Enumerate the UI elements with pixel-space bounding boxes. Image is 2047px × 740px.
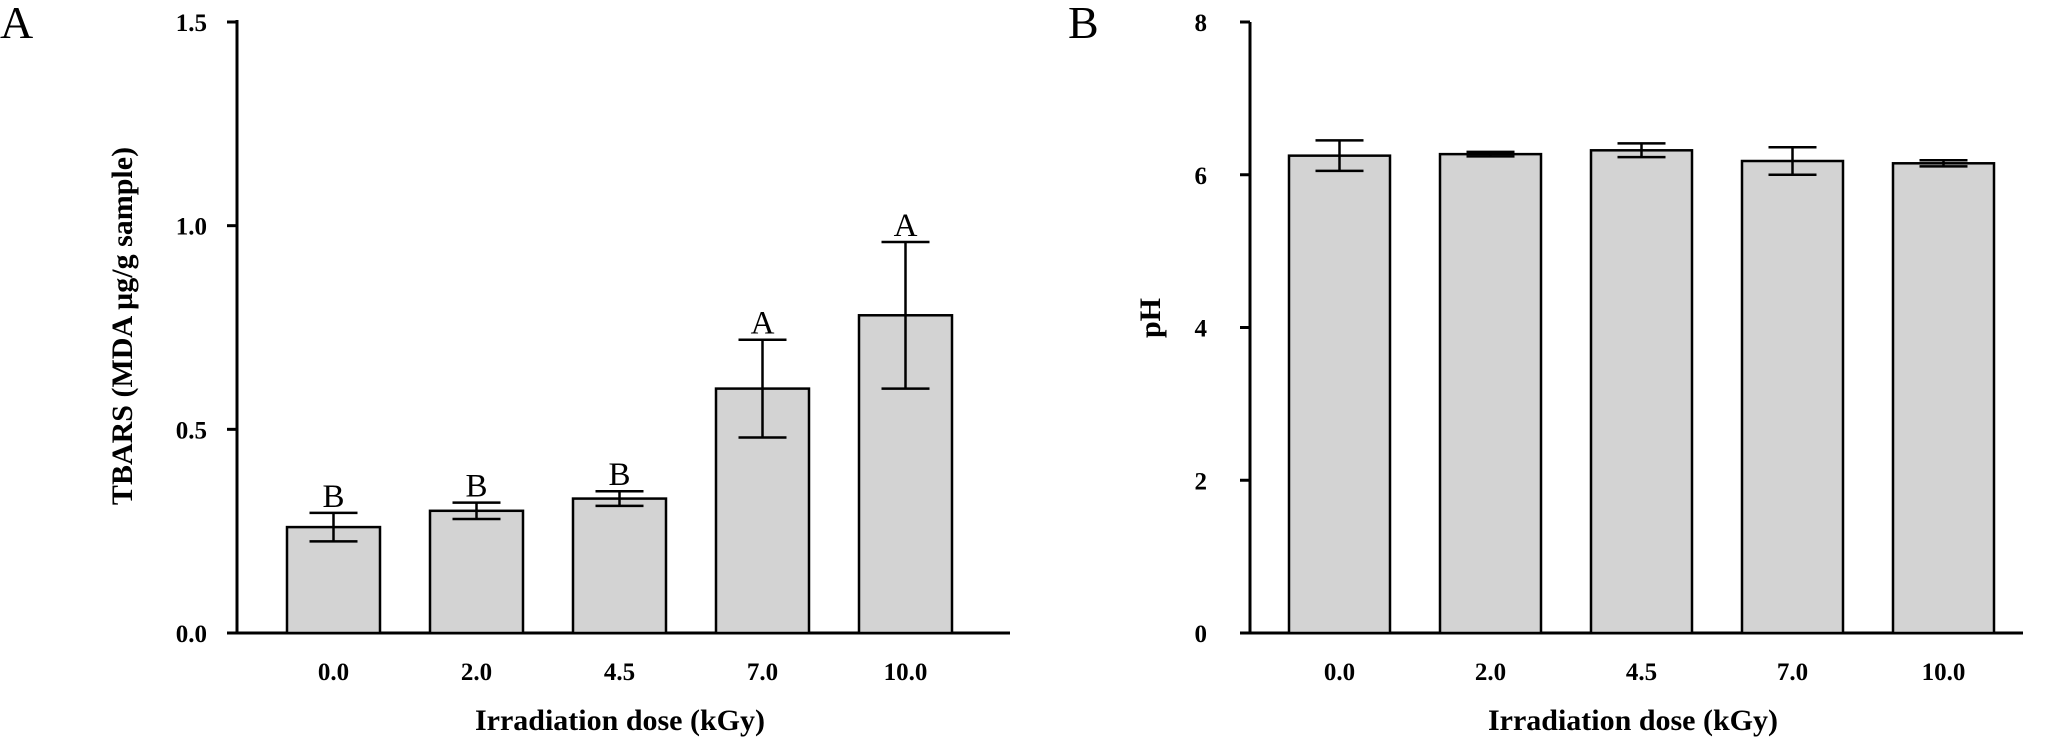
panel-b-y-tick-label: 2 [1195, 468, 1208, 495]
panel-b-y-tick-label: 4 [1195, 316, 1208, 343]
panel-a-y-axis-label: TBARS (MDA µg/g sample) [106, 147, 139, 505]
panel-a-significance-labels: B B B A A [322, 208, 917, 515]
panel-b-y-ticks: 0 2 4 6 8 [1195, 10, 1250, 648]
panel-a-significance-letter: B [608, 457, 630, 493]
panel-a-x-tick-label: 0.0 [318, 659, 349, 686]
panel-b-bar-4-5 [1589, 149, 1694, 635]
panel-b-x-tick-label: 2.0 [1475, 659, 1506, 686]
panel-b-bars [1287, 149, 1996, 635]
panel-a-significance-letter: A [894, 208, 918, 244]
panel-a-x-tick-label: 2.0 [461, 659, 492, 686]
panel-a-x-tick-label: 4.5 [604, 659, 635, 686]
panel-b-chart: B 0 2 4 6 8 0.0 2.0 4.5 7.0 10.0 Irradiation dos… [1068, 0, 2023, 737]
panel-b-x-tick-label: 0.0 [1324, 659, 1355, 686]
panel-b-x-tick-label: 7.0 [1777, 659, 1808, 686]
panel-a-y-tick-label: 0.0 [176, 621, 207, 648]
panel-b-bar-10-0 [1891, 162, 1996, 635]
panel-b-x-ticks: 0.0 2.0 4.5 7.0 10.0 [1324, 659, 1966, 686]
panel-b-y-tick-label: 6 [1195, 163, 1208, 190]
panel-a-bar-0-0 [285, 525, 382, 635]
panel-a-error-bars [309, 240, 930, 543]
panel-b-bar-7-0 [1740, 159, 1845, 635]
panel-a-significance-letter: B [322, 479, 344, 515]
panel-a-x-tick-label: 7.0 [747, 659, 778, 686]
panel-a-x-axis-label: Irradiation dose (kGy) [475, 704, 765, 737]
panel-a-significance-letter: B [465, 469, 487, 505]
panel-a-y-tick-label: 0.5 [176, 417, 207, 444]
panel-a-bar-4-5 [571, 497, 668, 635]
panel-a-y-tick-label: 1.0 [176, 214, 207, 241]
panel-b-y-tick-label: 8 [1195, 10, 1208, 37]
panel-a-x-ticks: 0.0 2.0 4.5 7.0 10.0 [318, 659, 928, 686]
panel-b-x-axis-label: Irradiation dose (kGy) [1488, 704, 1778, 737]
panel-b-x-tick-label: 10.0 [1922, 659, 1966, 686]
panel-a-bars [285, 314, 954, 635]
panel-a-y-ticks: 0.0 0.5 1.0 1.5 [176, 10, 237, 648]
panel-b-y-tick-label: 0 [1195, 621, 1208, 648]
panel-b-y-axis-label: pH [1134, 298, 1167, 338]
panel-a-chart: A B B B A A 0.0 0.5 1.0 1.5 0.0 2.0 4.5 7.0 10.0 Ir… [0, 0, 1010, 737]
panel-b-x-tick-label: 4.5 [1626, 659, 1657, 686]
panel-a-y-tick-label: 1.5 [176, 10, 207, 37]
panel-a-bar-2-0 [428, 509, 525, 635]
panel-a-letter: A [0, 0, 33, 48]
panel-a-significance-letter: A [751, 306, 775, 342]
panel-b-letter: B [1068, 0, 1099, 48]
panel-b-error-bars [1315, 139, 1968, 176]
panel-b-bar-0-0 [1287, 154, 1392, 635]
panel-b-bar-2-0 [1438, 152, 1543, 635]
panel-a-x-tick-label: 10.0 [884, 659, 928, 686]
